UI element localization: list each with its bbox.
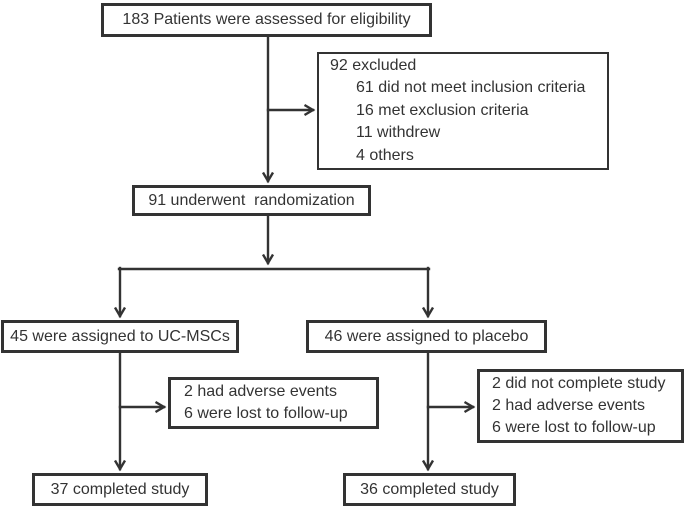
excluded-reason: 61 did not meet inclusion criteria: [356, 79, 586, 97]
placebo-arm-box: 46 were assigned to placebo: [306, 320, 547, 353]
ucmsc-dropout-box: 2 had adverse events 6 were lost to foll…: [168, 377, 379, 429]
placebo-dropout-line: 2 had adverse events: [492, 397, 645, 414]
excluded-title: 92 excluded: [330, 56, 417, 74]
randomization-label: 91 underwent randomization: [148, 191, 355, 209]
excluded-box: 92 excluded 61 did not meet inclusion cr…: [317, 52, 609, 170]
ucmsc-completed-label: 37 completed study: [50, 480, 190, 498]
ucmsc-dropout-line: 2 had adverse events: [184, 383, 337, 400]
excluded-reason: 4 others: [356, 146, 414, 164]
ucmsc-arm-box: 45 were assigned to UC-MSCs: [1, 320, 239, 353]
assessed-eligibility-box: 183 Patients were assessed for eligibili…: [101, 3, 432, 37]
placebo-dropout-line: 6 were lost to follow-up: [492, 419, 656, 436]
excluded-reason: 11 withdrew: [356, 124, 441, 142]
placebo-dropout-box: 2 did not complete study 2 had adverse e…: [477, 369, 684, 443]
assessed-label: 183 Patients were assessed for eligibili…: [122, 11, 411, 28]
placebo-arm-label: 46 were assigned to placebo: [324, 327, 529, 345]
placebo-dropout-line: 2 did not complete study: [492, 375, 666, 392]
randomization-box: 91 underwent randomization: [132, 185, 371, 216]
placebo-completed-box: 36 completed study: [343, 473, 516, 506]
ucmsc-dropout-line: 6 were lost to follow-up: [184, 405, 348, 422]
placebo-completed-label: 36 completed study: [360, 480, 499, 498]
ucmsc-completed-box: 37 completed study: [32, 473, 208, 506]
ucmsc-arm-label: 45 were assigned to UC-MSCs: [10, 327, 230, 345]
excluded-reason: 16 met exclusion criteria: [356, 101, 529, 119]
